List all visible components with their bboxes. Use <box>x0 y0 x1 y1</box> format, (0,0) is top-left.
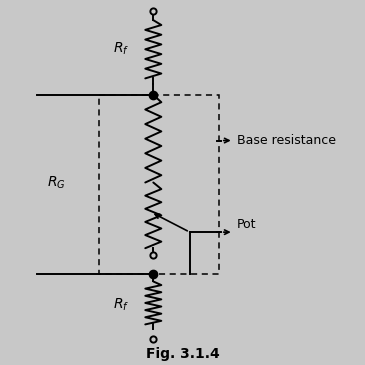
Text: $R_f$: $R_f$ <box>113 41 130 57</box>
Text: Base resistance: Base resistance <box>237 134 336 147</box>
Text: Pot: Pot <box>237 218 257 231</box>
Text: $R_G$: $R_G$ <box>47 174 66 191</box>
Bar <box>99 95 219 274</box>
Text: $R_f$: $R_f$ <box>113 297 130 313</box>
Text: Fig. 3.1.4: Fig. 3.1.4 <box>146 347 219 361</box>
